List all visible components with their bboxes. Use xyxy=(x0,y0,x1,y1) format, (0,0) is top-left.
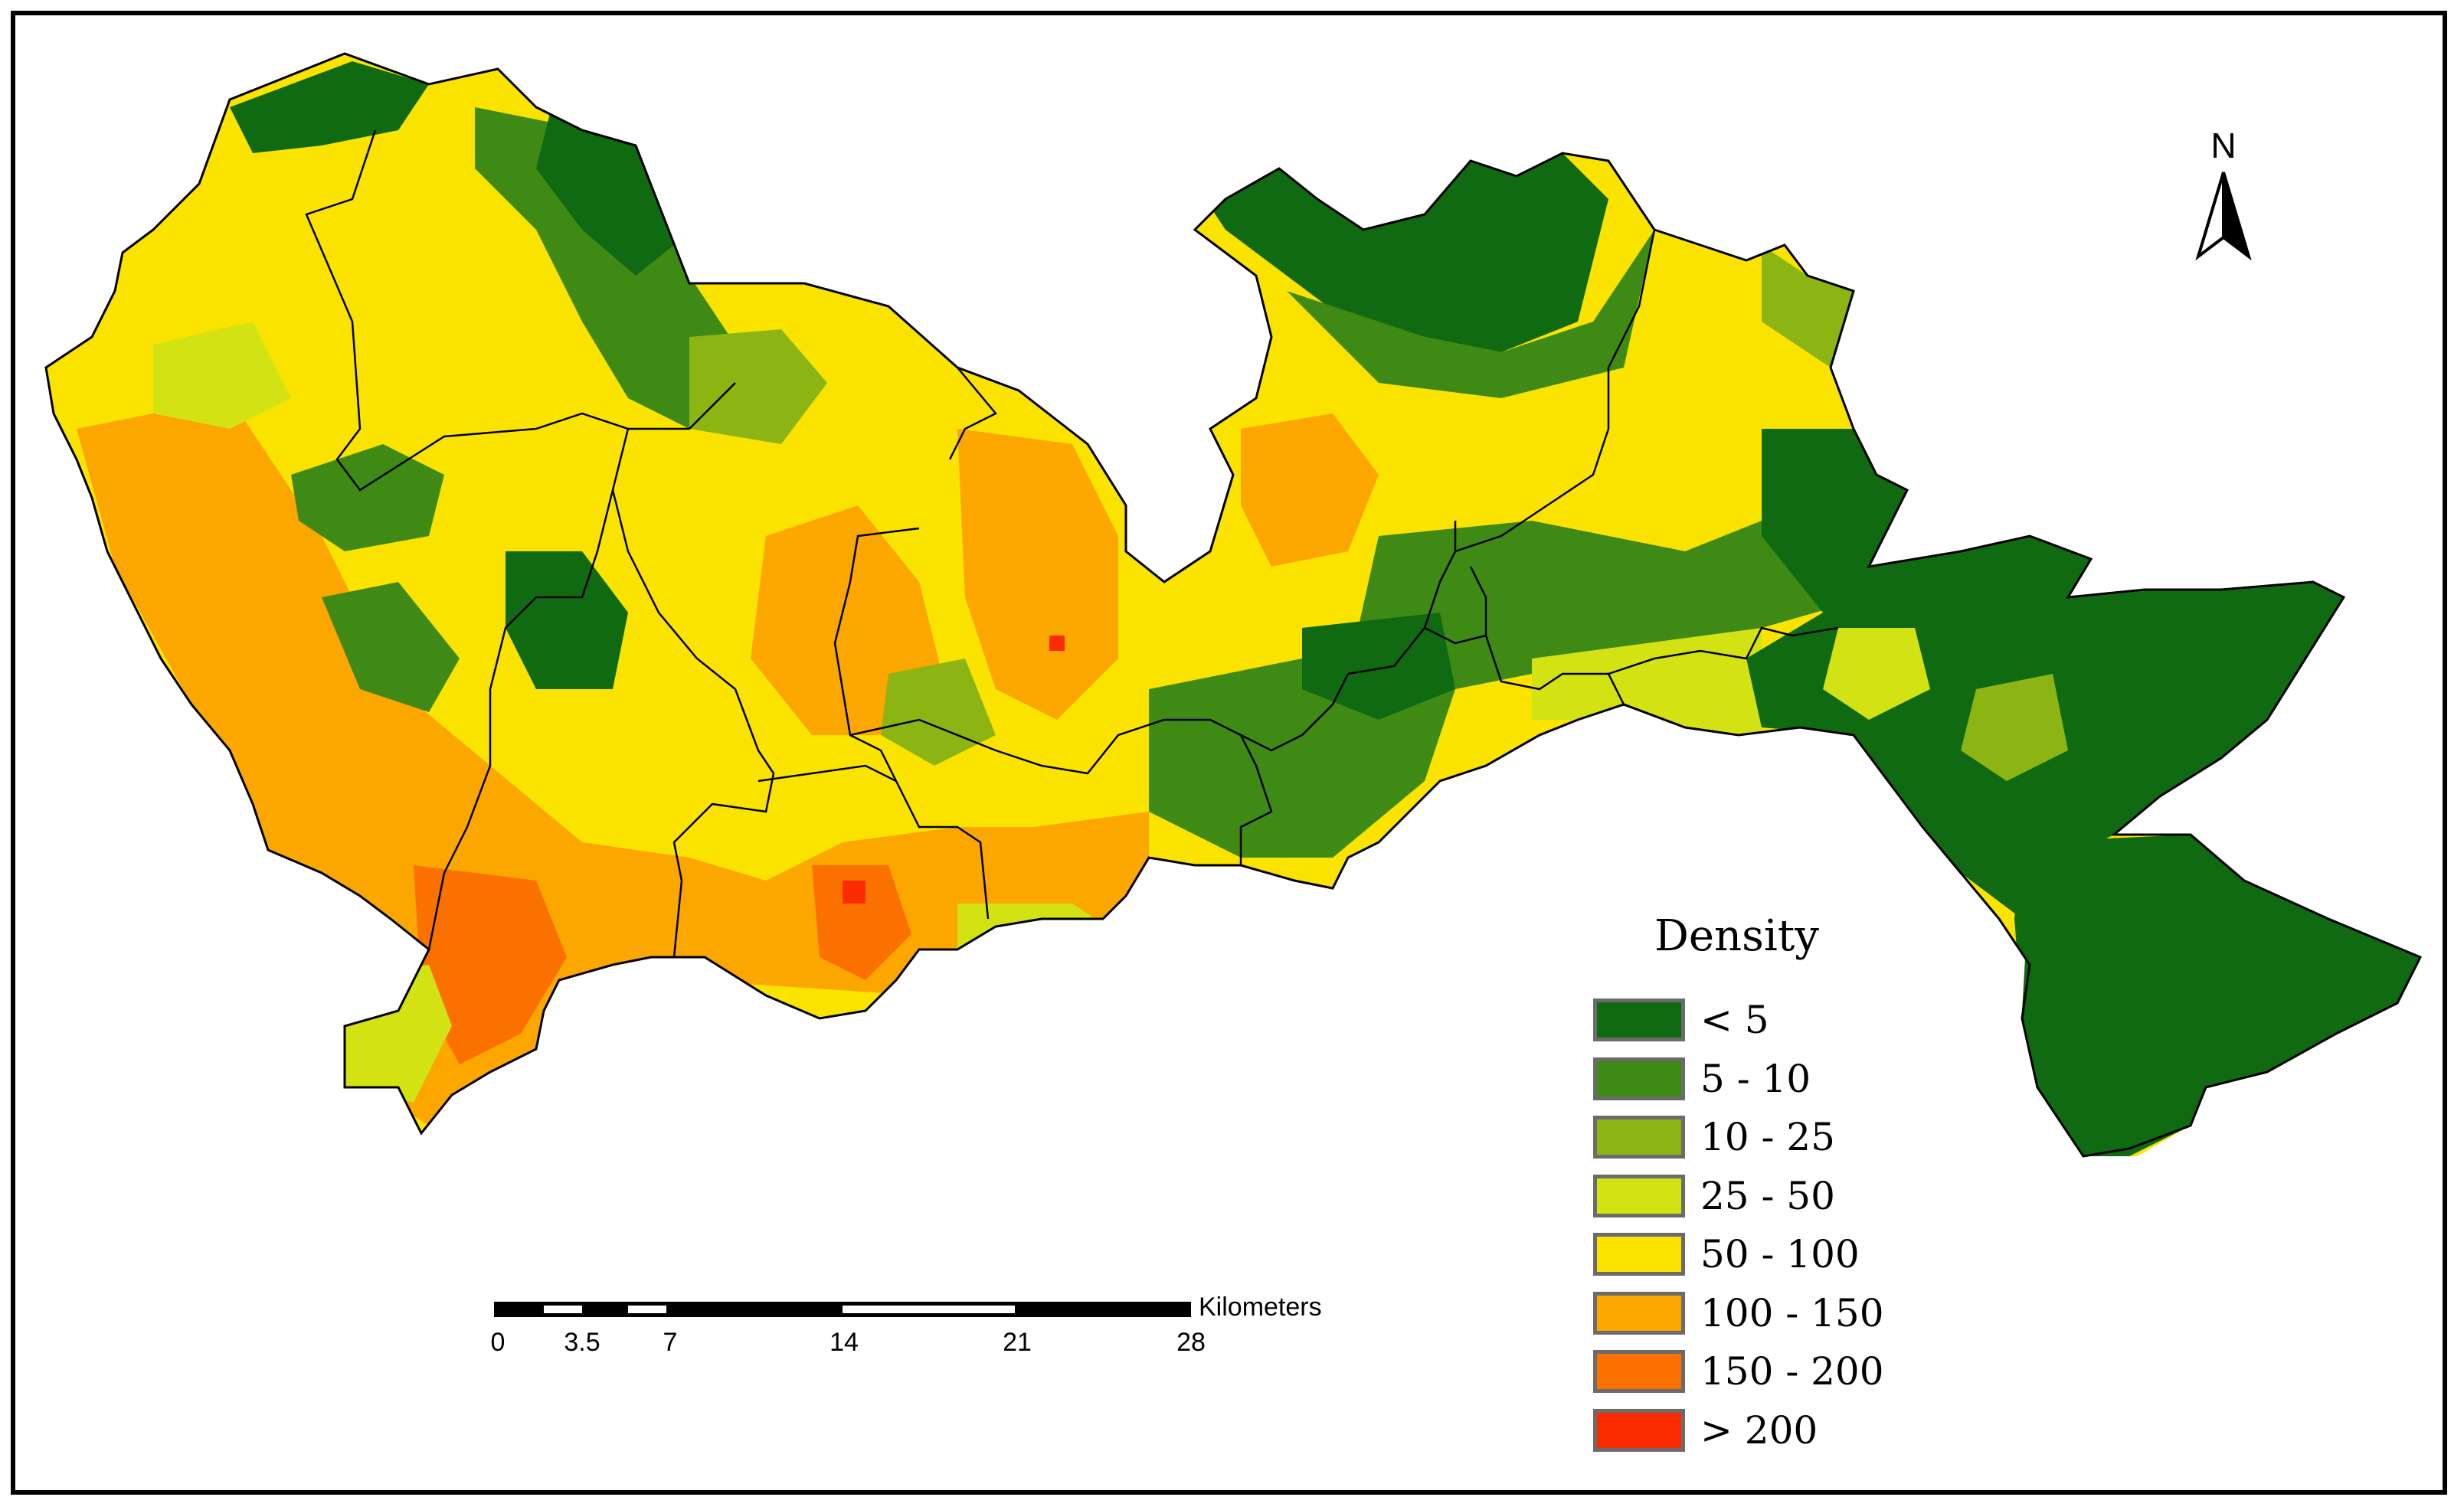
scale-tick-2: 7 xyxy=(663,1328,678,1357)
legend-item: 100 - 150 xyxy=(1593,1290,1991,1338)
legend-item: 150 - 200 xyxy=(1593,1350,1991,1396)
legend-label: < 5 xyxy=(1700,998,1769,1042)
legend-label: > 200 xyxy=(1700,1407,1818,1453)
legend-item: 5 - 10 xyxy=(1593,1057,1991,1103)
scale-bar-unit: Kilometers xyxy=(1199,1293,1322,1322)
legend-swatch xyxy=(1593,998,1685,1041)
legend-swatch xyxy=(1593,1233,1685,1276)
legend-title: Density xyxy=(1654,911,1819,961)
legend-item: 50 - 100 xyxy=(1593,1233,1991,1279)
legend-label: 50 - 100 xyxy=(1700,1232,1860,1276)
scale-bar-segment xyxy=(628,1306,666,1313)
scale-bar-segment xyxy=(544,1306,582,1313)
legend-label: 25 - 50 xyxy=(1700,1173,1835,1218)
legend-swatch xyxy=(1593,1408,1685,1452)
scale-tick-3: 14 xyxy=(830,1328,859,1357)
scale-tick-5: 28 xyxy=(1176,1328,1206,1357)
legend-item: 10 - 25 xyxy=(1593,1116,1991,1162)
legend-swatch xyxy=(1593,1057,1685,1100)
district-boundaries xyxy=(305,129,1839,958)
legend-item: 25 - 50 xyxy=(1593,1173,1991,1221)
legend-item: > 200 xyxy=(1593,1407,1991,1455)
north-label: N xyxy=(2210,126,2236,165)
legend-swatch xyxy=(1593,1291,1685,1335)
legend-label: 5 - 10 xyxy=(1700,1056,1811,1101)
legend-label: 100 - 150 xyxy=(1700,1290,1884,1335)
scale-tick-1: 3.5 xyxy=(564,1328,600,1357)
scale-tick-4: 21 xyxy=(1003,1328,1032,1357)
legend-label: 10 - 25 xyxy=(1700,1115,1835,1159)
legend: Density < 5 5 - 10 10 - 25 25 - 50 50 - 100 1… xyxy=(1593,911,1991,1463)
north-arrow-icon xyxy=(2195,172,2252,261)
legend-label: 150 - 200 xyxy=(1700,1349,1884,1394)
legend-swatch xyxy=(1593,1350,1685,1393)
north-arrow: N xyxy=(2195,126,2252,261)
scale-tick-0: 0 xyxy=(491,1328,506,1357)
legend-swatch xyxy=(1593,1174,1685,1217)
legend-swatch xyxy=(1593,1116,1685,1159)
scale-bar: Kilometers 0 3.5 7 14 21 28 xyxy=(491,1293,1322,1357)
legend-item: < 5 xyxy=(1593,998,1991,1044)
scale-bar-segment xyxy=(843,1306,1015,1313)
